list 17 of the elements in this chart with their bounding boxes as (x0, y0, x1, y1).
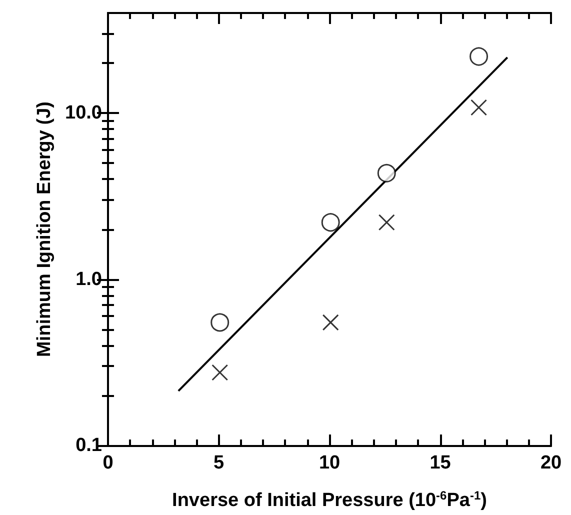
point (470, 99, 488, 116)
x-tick-label: 15 (430, 452, 452, 474)
point (377, 164, 396, 182)
y-tick-label: 10.0 (65, 102, 102, 124)
point (322, 314, 339, 331)
x-tick-label: 5 (213, 452, 224, 474)
y-axis-title: Minimum Ignition Energy (J) (34, 102, 56, 357)
point (212, 364, 228, 381)
point (378, 214, 395, 231)
y-tick-label: 1.0 (76, 268, 102, 290)
x-tick-label: 10 (318, 452, 340, 474)
y-tick-label: 0.1 (76, 435, 102, 456)
point (210, 313, 230, 332)
point (470, 47, 488, 66)
x-tick-label: 20 (540, 452, 562, 474)
point (321, 213, 340, 232)
x-tick-label: 0 (102, 452, 114, 474)
